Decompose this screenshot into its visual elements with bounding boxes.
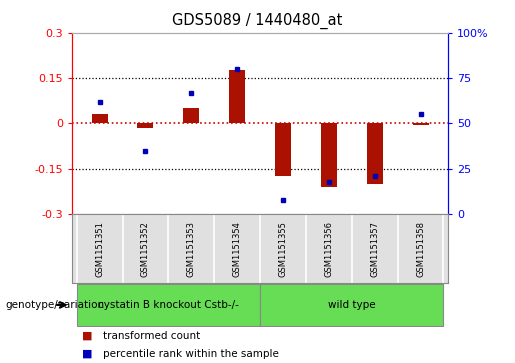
Bar xyxy=(321,123,337,187)
Text: GSM1151358: GSM1151358 xyxy=(416,221,425,277)
Text: GSM1151353: GSM1151353 xyxy=(187,221,196,277)
Bar xyxy=(183,108,199,123)
Text: ■: ■ xyxy=(82,331,93,341)
Text: genotype/variation: genotype/variation xyxy=(5,300,104,310)
Bar xyxy=(92,114,108,123)
FancyBboxPatch shape xyxy=(77,284,260,326)
Text: GSM1151354: GSM1151354 xyxy=(233,221,242,277)
Text: GSM1151351: GSM1151351 xyxy=(95,221,104,277)
Text: percentile rank within the sample: percentile rank within the sample xyxy=(103,349,279,359)
Text: ■: ■ xyxy=(82,349,93,359)
Text: cystatin B knockout Cstb-/-: cystatin B knockout Cstb-/- xyxy=(98,300,239,310)
Text: GSM1151357: GSM1151357 xyxy=(370,221,379,277)
Bar xyxy=(275,123,291,176)
Text: wild type: wild type xyxy=(328,300,375,310)
Text: GDS5089 / 1440480_at: GDS5089 / 1440480_at xyxy=(173,13,342,29)
Bar xyxy=(413,123,428,125)
FancyBboxPatch shape xyxy=(260,284,443,326)
Text: GSM1151352: GSM1151352 xyxy=(141,221,150,277)
Text: transformed count: transformed count xyxy=(103,331,200,341)
Text: GSM1151355: GSM1151355 xyxy=(279,221,287,277)
Bar xyxy=(138,123,153,128)
Text: GSM1151356: GSM1151356 xyxy=(324,221,333,277)
Bar xyxy=(367,123,383,184)
Bar xyxy=(229,70,245,123)
